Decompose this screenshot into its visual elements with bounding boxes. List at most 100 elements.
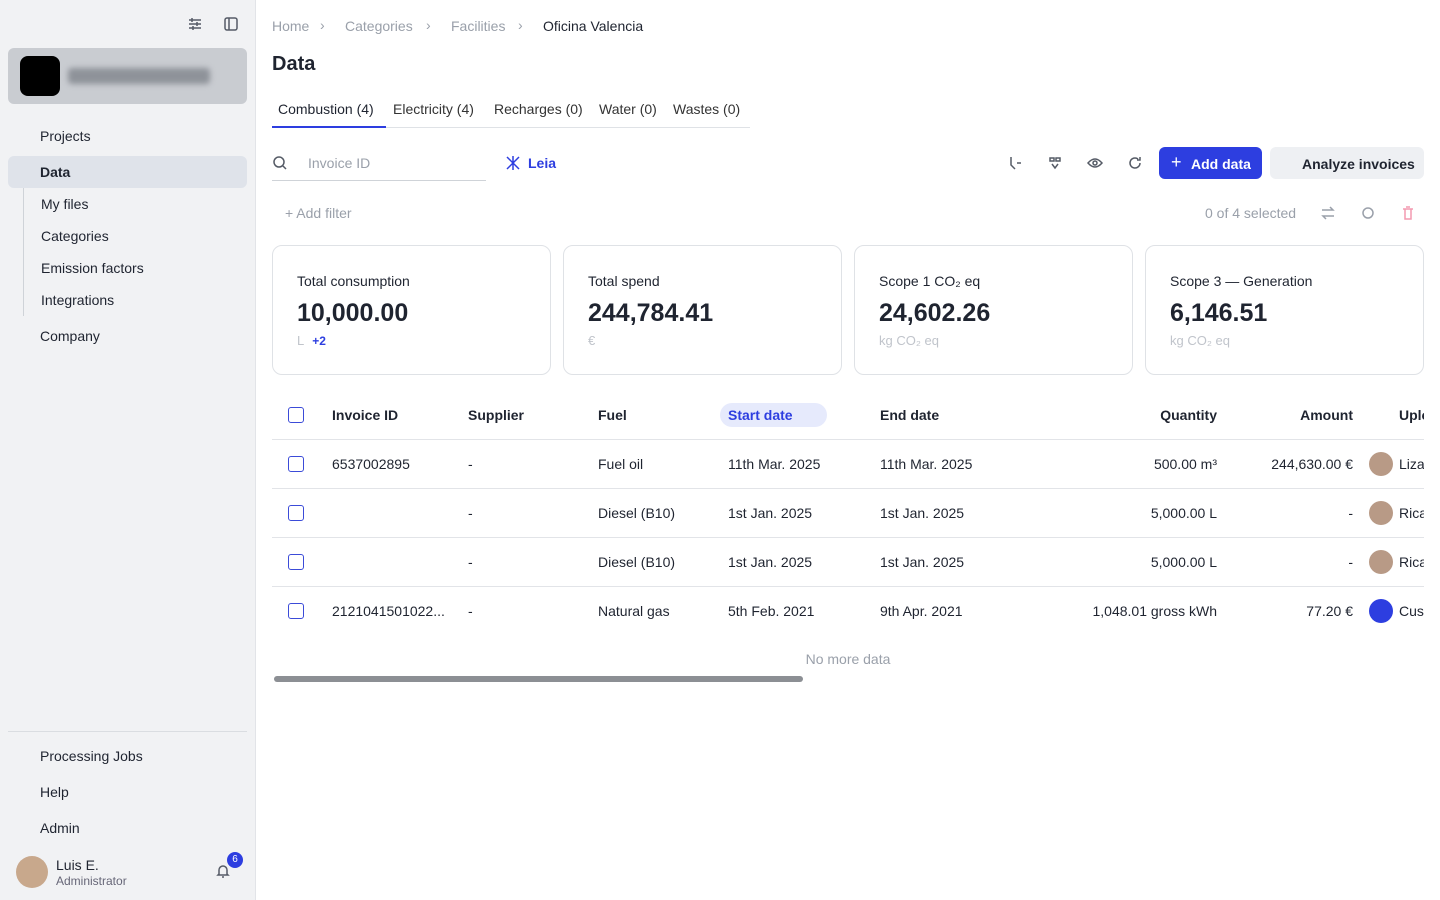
table-cell: Diesel (B10) [598,505,676,521]
nav-item[interactable]: Company [40,328,100,344]
table-cell: 9th Apr. 2021 [880,603,963,619]
active-tab-indicator [272,126,386,128]
checkbox[interactable] [288,554,304,570]
recalc-icon[interactable] [1360,205,1376,221]
scrollbar[interactable] [274,676,803,682]
breadcrumb-separator: › [426,17,431,33]
kpi-value: 244,784.41 [588,299,714,327]
org-logo [20,56,60,96]
search-placeholder[interactable]: Invoice ID [308,155,371,171]
table-cell: 5th Feb. 2021 [728,603,815,619]
table-cell: - [468,505,473,521]
tab[interactable]: Electricity (4) [393,101,474,117]
view-icon[interactable] [1087,155,1103,171]
kpi-unit-text: kg CO₂ eq [1170,333,1230,348]
refresh-icon[interactable] [1127,155,1143,171]
sub-nav-item[interactable]: Emission factors [41,260,144,276]
table-cell: - [468,603,473,619]
table-cell: - [468,456,473,472]
table-cell: 77.20 € [1306,603,1353,619]
table-cell: 6537002895 [332,456,410,472]
kpi-label: Scope 3 — Generation [1170,273,1313,289]
nav-item[interactable]: Projects [40,128,91,144]
delete-icon[interactable] [1400,205,1416,221]
row-divider [272,488,1424,489]
add-filter-label: Add filter [296,205,352,221]
kpi-value: 6,146.51 [1170,299,1268,327]
checkbox[interactable] [288,603,304,619]
leia-button[interactable]: Leia [528,155,557,171]
breadcrumb-separator: › [320,17,325,33]
add-data-button[interactable]: Add data + [1159,147,1262,179]
nav-item[interactable]: Data [8,156,247,188]
sub-nav-item[interactable]: My files [41,196,89,212]
nav-item[interactable]: Help [40,784,69,800]
row-divider [272,586,1424,587]
sub-nav-item[interactable]: Integrations [41,292,115,308]
nav-tree-line [23,188,24,316]
kpi-unit-text: kg CO₂ eq [879,333,939,348]
kpi-label: Scope 1 CO₂ eq [879,273,981,289]
breadcrumb-item[interactable]: Categories [345,18,413,34]
nav-item[interactable]: Processing Jobs [40,748,143,764]
kpi-label: Total consumption [297,273,410,289]
kpi-unit-text: L [297,333,305,348]
selection-count: 0 of 4 selected [1205,205,1297,221]
org-switcher[interactable] [8,48,247,104]
breadcrumb-separator: › [518,17,523,33]
row-divider [272,537,1424,538]
tool-icon[interactable] [1007,155,1023,171]
table-cell: 500.00 m³ [1153,456,1217,472]
kpi-card: Total consumption 10,000.00 L +2 [272,245,551,375]
tab[interactable]: Recharges (0) [494,101,583,117]
column-header: Quantity [1160,407,1217,423]
settings-icon[interactable] [187,16,203,32]
breadcrumb-item[interactable]: Facilities [451,18,506,34]
kpi-unit: kg CO₂ eq [1170,333,1230,348]
kpi-unit: € [588,333,595,348]
org-name-blurred [68,68,210,84]
kpi-unit: kg CO₂ eq [879,333,939,348]
table-cell: Liza [1399,456,1424,472]
analyze-button[interactable]: Analyze invoices [1270,147,1424,179]
table-cell: 244,630.00 € [1271,456,1353,472]
bell-icon[interactable] [215,863,231,879]
table-cell: 1st Jan. 2025 [728,554,813,570]
sub-nav-item[interactable]: Categories [41,228,109,244]
kpi-more[interactable]: +2 [312,334,326,348]
row-divider [272,439,1424,440]
nav-item[interactable]: Admin [40,820,80,836]
add-filter[interactable]: + Add filter [285,205,352,221]
kpi-card: Scope 1 CO₂ eq 24,602.26 kg CO₂ eq [854,245,1133,375]
breadcrumb-item[interactable]: Home [272,18,310,34]
checkbox[interactable] [288,505,304,521]
kpi-card: Scope 3 — Generation 6,146.51 kg CO₂ eq [1145,245,1424,375]
column-header: Start date [728,407,793,423]
tab[interactable]: Wastes (0) [673,101,741,117]
tab[interactable]: Water (0) [599,101,657,117]
column-header: End date [880,407,940,423]
kpi-value: 24,602.26 [879,299,991,327]
uploader-avatar [1369,599,1393,623]
table-cell: Cus [1399,603,1424,619]
user-name: Luis E. [56,857,99,873]
table-cell: Rica [1399,505,1424,521]
tool-icon[interactable] [1047,155,1063,171]
sidebar: Luis E. Administrator 6 Projects Data My f… [0,0,256,900]
swap-icon[interactable] [1320,205,1336,221]
checkbox[interactable] [288,407,304,423]
sort-pill [720,403,827,427]
no-more-data: No more data [805,651,891,667]
table-cell: 11th Mar. 2025 [728,456,821,472]
search-icon [273,156,287,170]
column-header: Invoice ID [332,407,399,423]
table-cell: Rica [1399,554,1424,570]
tab[interactable]: Combustion (4) [278,101,374,117]
checkbox[interactable] [288,456,304,472]
user-role: Administrator [56,874,127,888]
collapse-icon[interactable] [223,16,239,32]
table-cell: 5,000.00 L [1150,505,1217,521]
column-header: Uploade [1399,407,1424,423]
kpi-unit-text: € [588,333,596,348]
table-cell: 1,048.01 gross kWh [1092,603,1217,619]
